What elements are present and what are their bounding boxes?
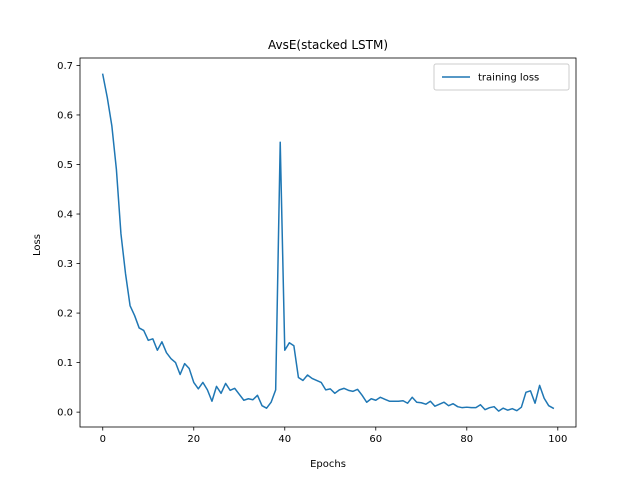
x-tick-label: 20	[187, 434, 200, 445]
y-tick-label: 0.1	[57, 358, 73, 369]
y-axis-title: Loss	[32, 234, 43, 256]
y-tick-label: 0.5	[57, 160, 73, 171]
x-tick-label: 40	[278, 434, 291, 445]
legend-box	[433, 63, 570, 91]
x-axis-title: Epochs	[310, 459, 346, 470]
x-tick-label: 80	[460, 434, 473, 445]
x-tick-label: 0	[100, 434, 106, 445]
legend: training loss	[433, 63, 570, 91]
y-tick-label: 0.7	[57, 61, 73, 72]
plot-frame	[79, 57, 577, 428]
y-tick-label: 0.4	[57, 210, 73, 221]
x-tick-label: 100	[548, 434, 567, 445]
y-tick-label: 0.2	[57, 309, 73, 320]
x-tick-label: 60	[369, 434, 382, 445]
chart-title: AvsE(stacked LSTM)	[268, 38, 388, 52]
y-tick-label: 0.3	[57, 259, 73, 270]
legend-label: training loss	[478, 73, 539, 84]
y-tick-label: 0.0	[57, 408, 73, 419]
series-line-0	[101, 73, 555, 412]
plot-area: 0 20 40 60 80 100 0.0 0.1 0.2 0.3 0.4 0.5 0.6 0.7	[57, 57, 577, 445]
y-tick-label: 0.6	[57, 110, 73, 121]
